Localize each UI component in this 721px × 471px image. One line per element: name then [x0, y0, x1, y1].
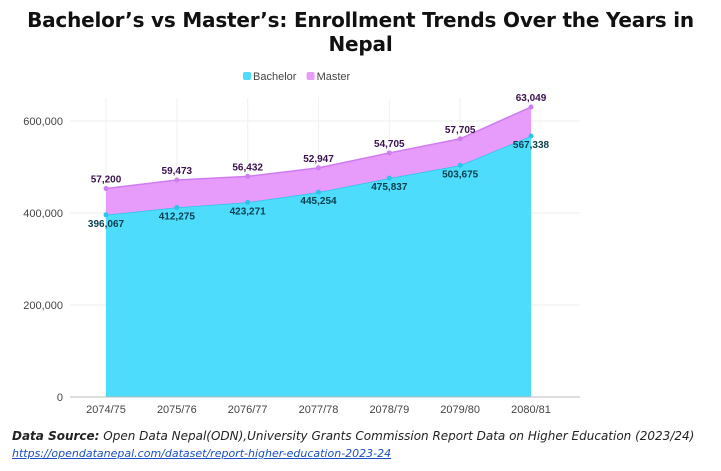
point-master-2: [245, 173, 251, 179]
data-label-bachelor-3: 445,254: [300, 196, 337, 207]
axes: 0 200,000 400,000 600,000 2074/75 2075/76 2076…: [23, 116, 580, 416]
data-label-master-6: 63,049: [516, 93, 547, 104]
x-tick-6: 2080/81: [511, 404, 551, 416]
point-bachelor-2: [245, 199, 251, 205]
source-label: Data Source:: [12, 429, 100, 443]
data-label-master-2: 56,432: [232, 162, 263, 173]
data-label-master-4: 54,705: [374, 139, 405, 150]
point-master-5: [457, 136, 463, 142]
data-label-bachelor-6: 567,338: [513, 140, 550, 151]
point-bachelor-3: [316, 189, 321, 195]
legend-label-master: Master: [317, 71, 351, 83]
legend: Bachelor Master: [243, 71, 351, 83]
point-bachelor-4: [386, 175, 392, 181]
data-label-bachelor-2: 423,271: [230, 206, 267, 217]
point-master-0: [103, 185, 109, 191]
y-tick-0: 0: [57, 392, 63, 404]
area-bachelor: [106, 136, 531, 397]
x-tick-5: 2079/80: [440, 404, 480, 416]
point-master-3: [316, 165, 321, 171]
data-source: Data Source: Open Data Nepal(ODN),Univer…: [12, 429, 694, 443]
point-bachelor-6: [528, 133, 534, 139]
data-label-bachelor-4: 475,837: [371, 182, 408, 193]
point-master-4: [386, 150, 392, 156]
source-text: Open Data Nepal(ODN),University Grants C…: [99, 429, 695, 443]
point-bachelor-1: [174, 204, 180, 210]
data-label-bachelor-0: 396,067: [88, 219, 125, 230]
y-tick-2: 400,000: [23, 208, 63, 220]
data-labels: 396,067 412,275 423,271 445,254 475,837 503,6…: [88, 93, 550, 230]
legend-label-bachelor: Bachelor: [253, 71, 297, 83]
data-label-master-5: 57,705: [445, 125, 476, 136]
legend-swatch-bachelor: [243, 72, 251, 80]
point-bachelor-0: [103, 212, 109, 218]
legend-swatch-master: [306, 72, 315, 80]
data-label-bachelor-5: 503,675: [442, 169, 479, 180]
x-tick-1: 2075/76: [157, 404, 197, 416]
point-bachelor-5: [457, 162, 463, 168]
data-label-bachelor-1: 412,275: [159, 211, 196, 222]
point-master-1: [174, 177, 180, 183]
y-tick-3: 600,000: [23, 116, 63, 128]
x-tick-0: 2074/75: [86, 404, 126, 416]
data-label-master-1: 59,473: [162, 166, 193, 177]
x-tick-3: 2077/78: [299, 404, 339, 416]
x-tick-4: 2078/79: [369, 404, 409, 416]
x-tick-2: 2076/77: [228, 404, 268, 416]
points: [103, 104, 534, 218]
data-label-master-0: 57,200: [91, 174, 122, 185]
data-label-master-3: 52,947: [303, 154, 334, 165]
source-link[interactable]: https://opendatanepal.com/dataset/report…: [12, 447, 392, 460]
point-master-6: [528, 104, 534, 110]
y-tick-1: 200,000: [23, 300, 63, 312]
chart-title: Bachelor’s vs Master’s: Enrollment Trend…: [27, 8, 694, 56]
area-master: [106, 107, 531, 215]
